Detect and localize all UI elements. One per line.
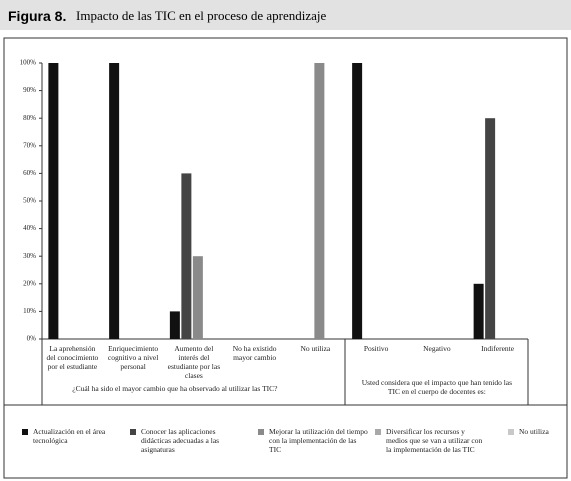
bar (109, 63, 120, 339)
legend-label: Diversificar los recursos y medios que s… (386, 427, 483, 454)
legend-marker (130, 429, 136, 435)
legend-marker (508, 429, 514, 435)
x-tick-label: Indiferente (481, 344, 515, 353)
bar (314, 63, 325, 339)
y-tick-label: 90% (23, 86, 36, 94)
y-tick-label: 70% (23, 141, 36, 149)
legend-label: Mejorar la utilización del tiempo con la… (269, 427, 368, 454)
x-tick-label: Enriquecimiento cognitivo a nivel person… (107, 344, 159, 371)
y-tick-label: 10% (23, 307, 36, 315)
bar (485, 118, 496, 339)
y-tick-label: 50% (23, 197, 36, 205)
legend-label: Actualización en el área tecnológica (33, 427, 106, 445)
x-tick-label: Aumento del interés del estudiante por l… (167, 344, 221, 380)
group-label: ¿Cuál ha sido el mayor cambio que ha obs… (72, 384, 278, 393)
bar (192, 256, 203, 339)
bar (473, 283, 484, 339)
legend-marker (258, 429, 264, 435)
y-tick-label: 100% (20, 59, 37, 67)
header: Figura 8. Impacto de las TIC en el proce… (0, 0, 571, 30)
figure-label: Figura 8. (8, 8, 67, 24)
legend-marker (375, 429, 381, 435)
x-tick-label: Negativo (423, 344, 451, 353)
x-tick-label: No utiliza (300, 344, 331, 353)
y-tick-label: 60% (23, 169, 36, 177)
y-tick-label: 20% (23, 279, 36, 287)
figure-title: Impacto de las TIC en el proceso de apre… (76, 8, 327, 23)
x-tick-label: La aprehensión del conocimiento por el e… (46, 344, 99, 371)
y-tick-label: 40% (23, 224, 36, 232)
x-tick-label: Positivo (363, 344, 389, 353)
legend-label: Conocer las aplicaciones didácticas adec… (141, 427, 220, 454)
bar (169, 311, 180, 339)
bar (48, 63, 59, 339)
x-tick-label: No ha existido mayor cambio (232, 344, 277, 362)
y-tick-label: 30% (23, 252, 36, 260)
bar (352, 63, 363, 339)
y-tick-label: 0% (27, 335, 37, 343)
y-tick-label: 80% (23, 114, 36, 122)
group-label: Usted considera que el impacto que han t… (361, 378, 513, 396)
bar (181, 173, 192, 339)
legend-marker (22, 429, 28, 435)
frame (3, 37, 568, 479)
legend-label: No utiliza (519, 427, 549, 436)
